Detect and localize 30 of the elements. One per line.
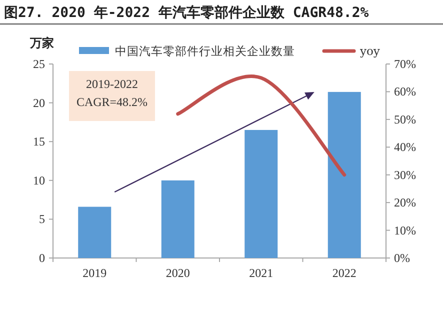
- x-tick-label: 2022: [332, 266, 356, 280]
- y2-tick-label: 10%: [394, 223, 416, 238]
- y-tick-label: 25: [33, 57, 45, 71]
- annotation: 2019-2022: [86, 77, 138, 91]
- y-tick-label: 5: [39, 212, 45, 226]
- y-tick-label: 10: [33, 173, 45, 188]
- y2-tick-label: 70%: [394, 57, 416, 71]
- y2-tick-label: 60%: [394, 84, 416, 99]
- x-tick-label: 2021: [249, 266, 274, 280]
- legend-label: yoy: [359, 44, 380, 58]
- legend-label: 中国汽车零部件行业相关企业数量: [115, 44, 295, 58]
- x-tick-label: 2019: [82, 266, 107, 280]
- legend-item: 中国汽车零部件行业相关企业数量: [79, 44, 295, 58]
- y-axis-title: 万家: [29, 36, 54, 50]
- y-tick-label: 15: [33, 134, 45, 149]
- y2-tick-label: 20%: [394, 196, 416, 210]
- bar: [161, 180, 194, 258]
- y-tick-label: 0: [39, 251, 45, 265]
- x-tick-label: 2020: [166, 266, 190, 280]
- bar: [328, 92, 361, 258]
- y2-tick-label: 30%: [394, 168, 416, 182]
- y-tick-label: 20: [33, 96, 45, 110]
- y2-tick-label: 0%: [394, 251, 410, 265]
- chart-title: 图27. 2020 年-2022 年汽车零部件企业数 CAGR48.2%: [4, 4, 370, 21]
- bar: [244, 130, 278, 258]
- legend-item: yoy: [322, 44, 380, 58]
- y2-tick-label: 40%: [394, 140, 416, 154]
- bar: [78, 206, 112, 258]
- y2-tick-label: 50%: [394, 112, 416, 126]
- annotation: CAGR=48.2%: [76, 95, 148, 109]
